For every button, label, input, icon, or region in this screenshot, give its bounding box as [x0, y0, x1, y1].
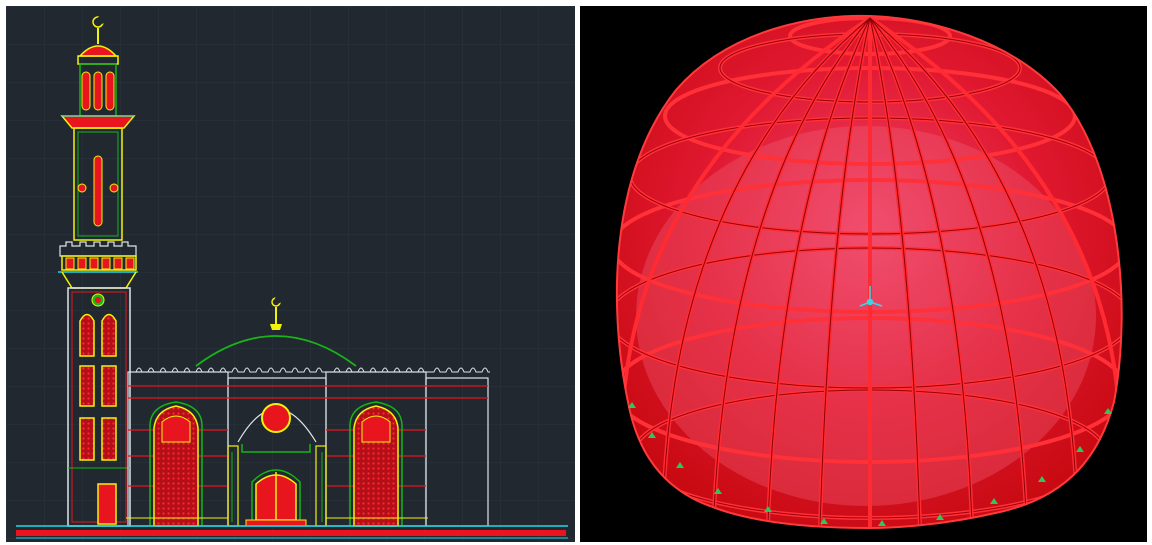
mosque-elevation-drawing [6, 6, 575, 542]
support-pin-icon [714, 488, 722, 494]
axis-triad-icon [859, 286, 883, 307]
cad-elevation-panel [6, 6, 575, 542]
support-pin-icon [648, 432, 656, 438]
support-pin-icon [990, 498, 998, 504]
support-pins [628, 402, 1112, 526]
ribbed-dome-model [615, 14, 1123, 530]
support-pin-icon [628, 402, 636, 408]
support-pin-icon [1038, 476, 1046, 482]
ground-line [16, 525, 568, 539]
support-pin-icon [676, 462, 684, 468]
cad-grid [6, 6, 575, 542]
main-dome-outline [195, 296, 357, 367]
support-pin-icon [764, 506, 772, 512]
minaret [58, 16, 138, 527]
crescent-finial-icon [270, 296, 282, 330]
support-pin-icon [878, 520, 886, 526]
support-pin-icon [1076, 446, 1084, 452]
support-pin-icon [936, 514, 944, 520]
support-pin-icon [820, 518, 828, 524]
crescent-finial-icon [92, 16, 105, 44]
support-pin-icon [1104, 408, 1112, 414]
dome-model-panel [580, 6, 1147, 542]
